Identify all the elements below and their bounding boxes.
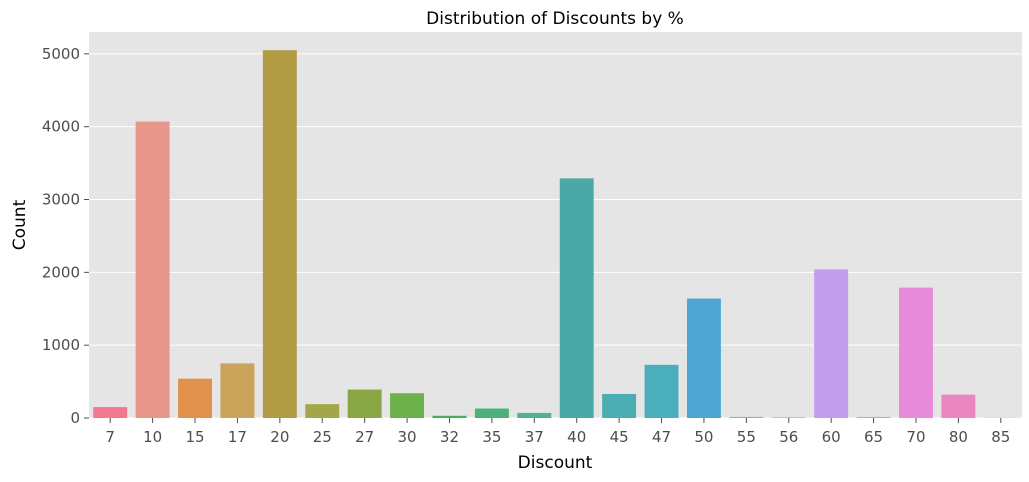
x-tick-label: 32 [440, 428, 459, 446]
y-tick-label: 1000 [42, 336, 80, 354]
y-tick-label: 4000 [42, 118, 80, 136]
bar-27 [347, 389, 382, 418]
y-ticks: 0 1000 2000 3000 4000 5000 [42, 45, 89, 427]
x-tick-label: 37 [525, 428, 544, 446]
bar-30 [390, 393, 425, 418]
bar-17 [220, 363, 255, 418]
bar-70 [899, 287, 933, 418]
bar-56 [771, 417, 806, 418]
x-axis-label: Discount [518, 453, 593, 473]
bar-47 [644, 364, 679, 418]
bar-80 [941, 394, 976, 418]
x-tick-label: 15 [185, 428, 204, 446]
bar-10 [135, 121, 170, 419]
x-tick-label: 30 [398, 428, 417, 446]
bar-50 [686, 298, 721, 418]
bar-25 [305, 404, 340, 418]
x-tick-label: 10 [143, 428, 162, 446]
chart-title: Distribution of Discounts by % [426, 9, 684, 29]
bar-37 [517, 412, 552, 418]
bar-60 [814, 269, 849, 418]
x-tick-label: 85 [991, 428, 1010, 446]
bar-35 [474, 408, 509, 418]
plot-background [89, 32, 1022, 418]
bar-20 [262, 50, 297, 418]
x-tick-label: 65 [864, 428, 883, 446]
x-tick-label: 40 [567, 428, 586, 446]
bar-32 [432, 415, 467, 418]
y-tick-label: 2000 [42, 263, 80, 281]
x-tick-label: 47 [652, 428, 671, 446]
bar-55 [729, 416, 764, 418]
bar-7 [93, 407, 128, 418]
x-tick-label: 56 [779, 428, 798, 446]
bar-40 [559, 178, 594, 418]
bar-65 [856, 416, 891, 418]
x-tick-label: 25 [313, 428, 332, 446]
y-tick-label: 5000 [42, 45, 80, 63]
x-tick-label: 27 [355, 428, 374, 446]
y-axis-label: Count [10, 199, 30, 250]
bars [93, 50, 1018, 419]
x-ticks: 7 10 15 17 20 25 27 30 32 35 37 40 45 47 50 55 56 60 65 70 8… [105, 418, 1010, 446]
x-tick-label: 7 [105, 428, 115, 446]
y-tick-label: 3000 [42, 191, 80, 209]
x-tick-label: 55 [737, 428, 756, 446]
bar-15 [178, 378, 212, 418]
x-tick-label: 35 [482, 428, 501, 446]
x-tick-label: 45 [610, 428, 629, 446]
x-tick-label: 80 [949, 428, 968, 446]
x-tick-label: 50 [694, 428, 713, 446]
x-tick-label: 70 [906, 428, 925, 446]
x-tick-label: 60 [822, 428, 841, 446]
bar-45 [602, 393, 637, 418]
x-tick-label: 20 [270, 428, 289, 446]
x-tick-label: 17 [228, 428, 247, 446]
y-tick-label: 0 [70, 409, 80, 427]
